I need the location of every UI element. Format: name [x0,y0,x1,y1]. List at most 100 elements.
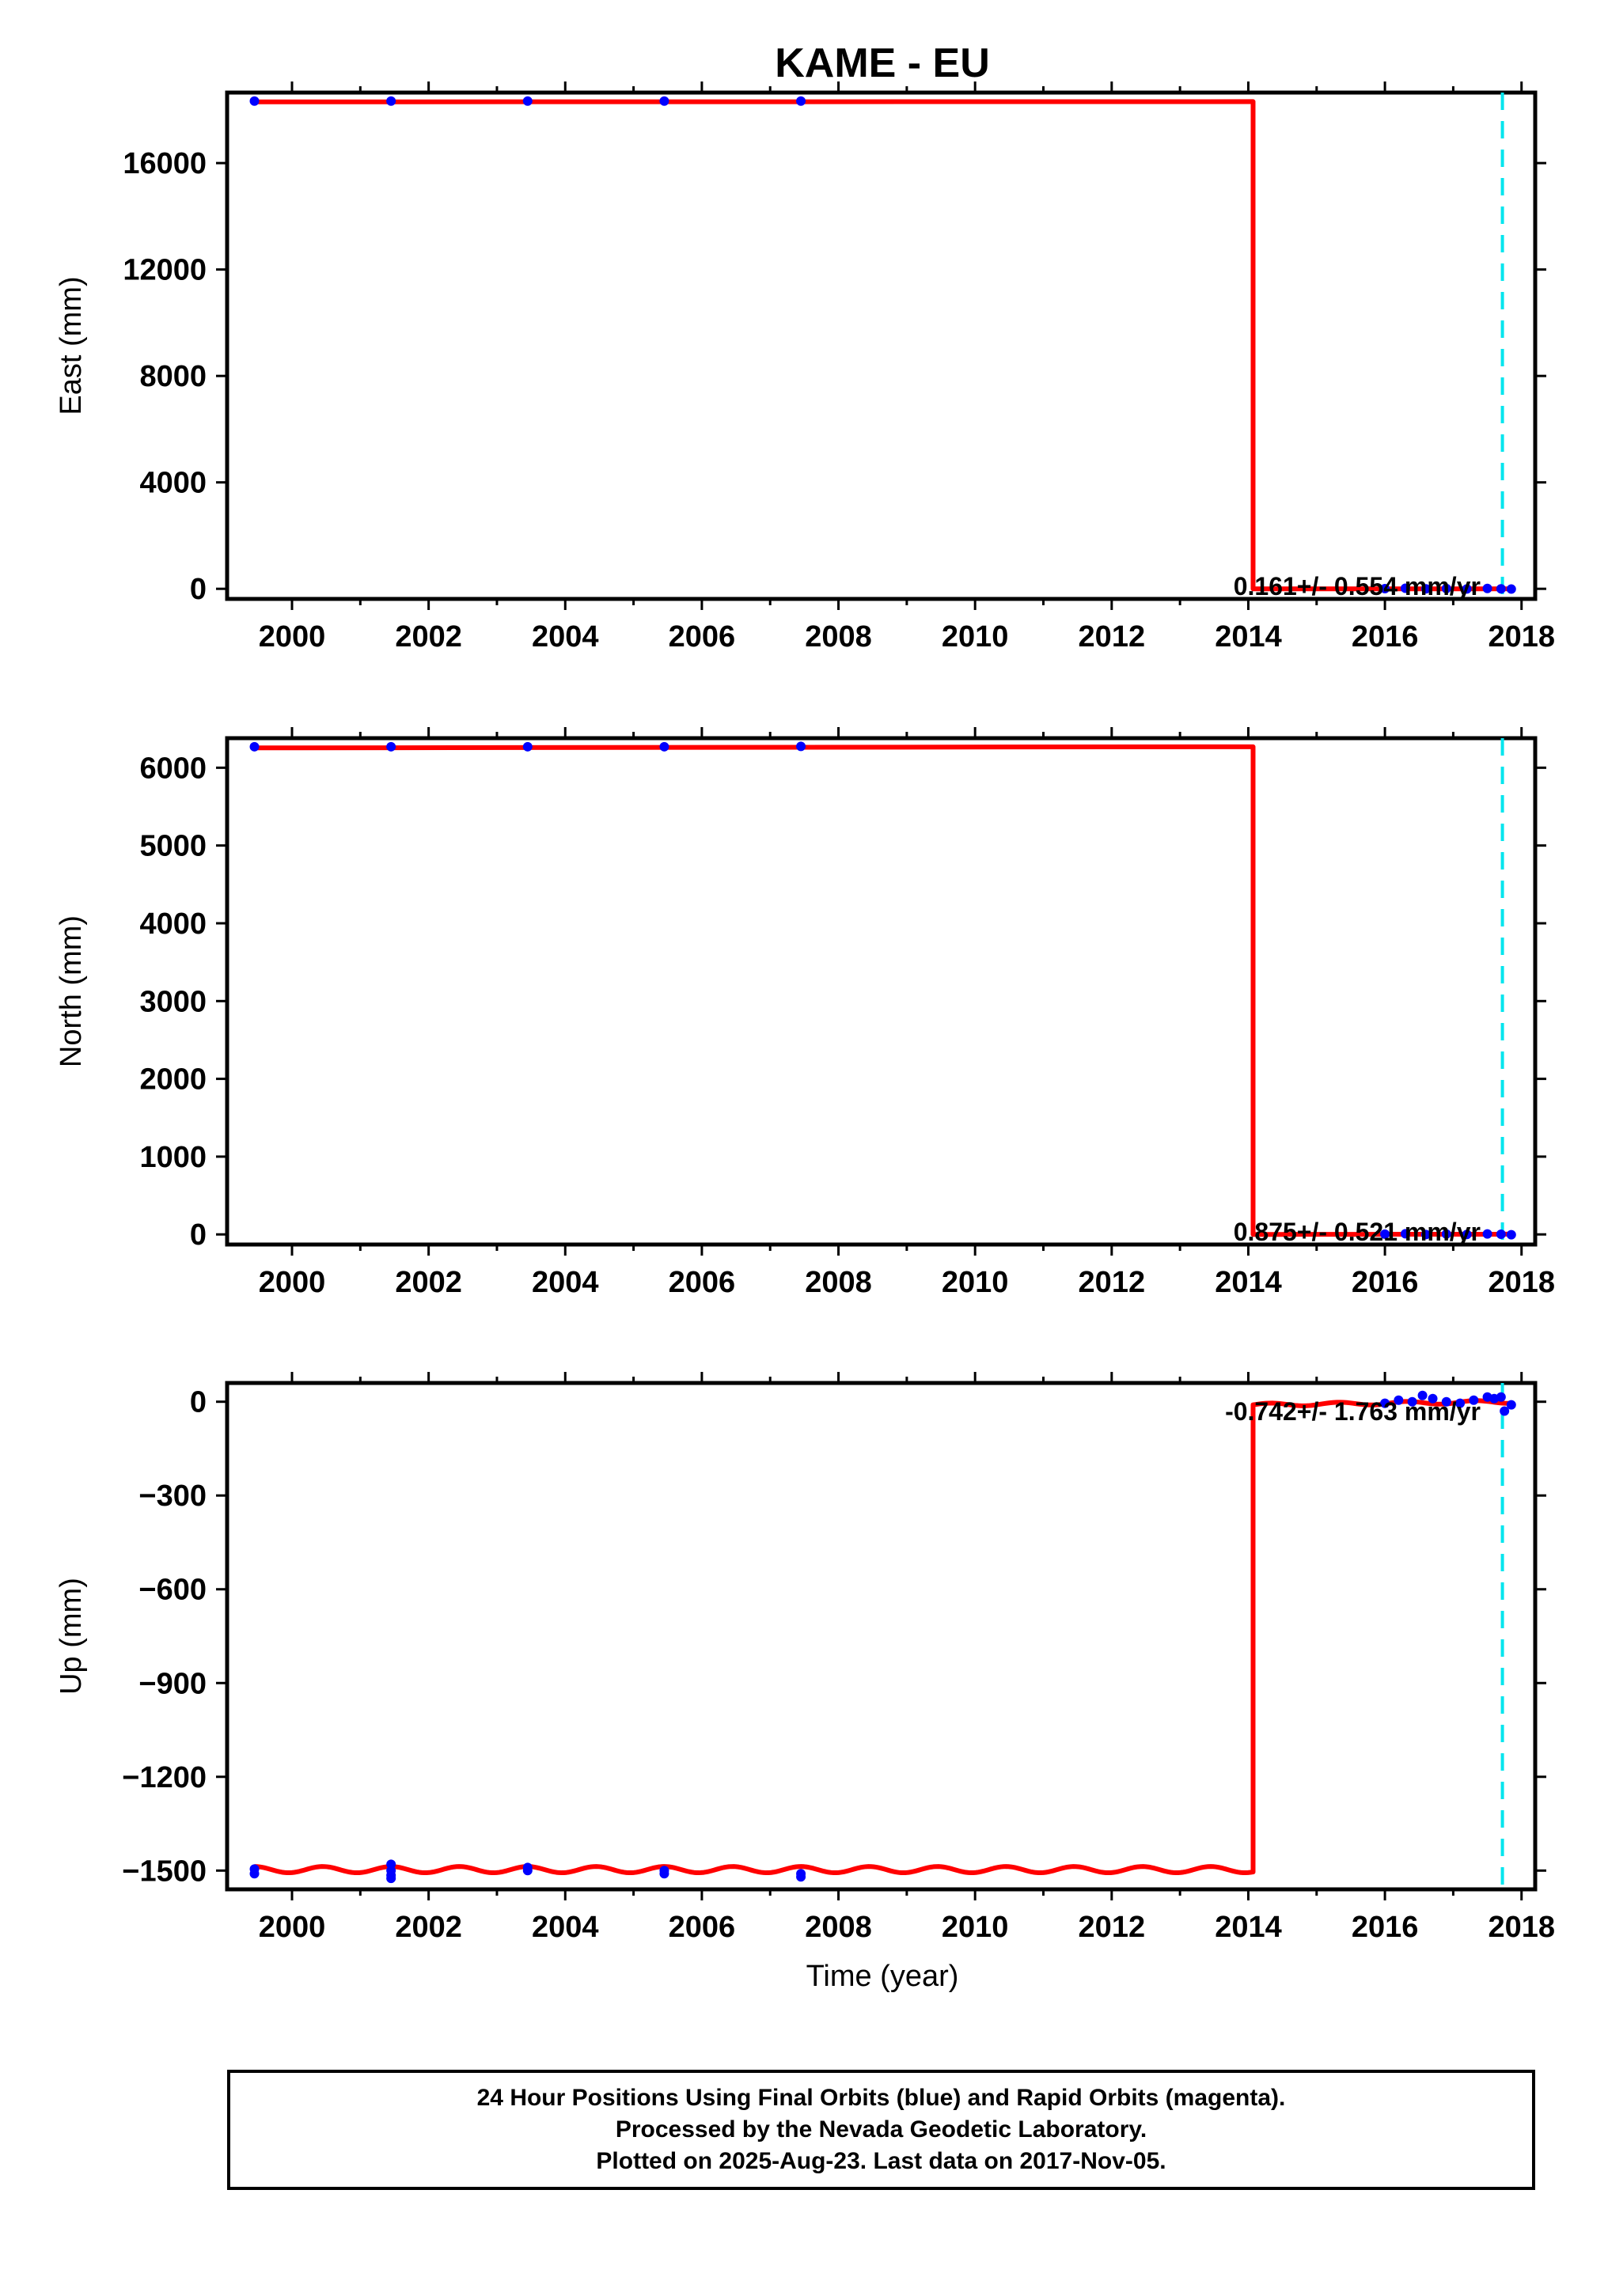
y-tick-label: −1200 [122,1761,207,1794]
data-point [522,741,533,752]
footer-line-processor: Processed by the Nevada Geodetic Laborat… [615,2116,1147,2143]
x-tick-label: 2010 [942,1911,1009,1944]
data-point [659,96,669,106]
y-tick-label: 0 [190,573,207,606]
data-point [1455,1398,1466,1408]
chart-panels: 2000 2002 2004 2006 2008 2010 2012 2014 2016 2018… [55,81,1555,1944]
panel-east: 2000 2002 2004 2006 2008 2010 2012 2014 2016 2018… [55,81,1555,654]
data-point [1407,1396,1417,1407]
data-point [1506,1400,1516,1410]
x-tick-label: 2010 [942,1266,1009,1299]
data-point [386,1874,396,1884]
x-tick-label: 2002 [395,620,462,654]
x-tick-label: 2012 [1079,1911,1146,1944]
data-point [796,1872,806,1882]
y-tick-label: 5000 [139,830,207,863]
plot-frame [225,736,1538,1247]
x-tick-label: 2014 [1215,1266,1282,1299]
data-point [1400,583,1410,593]
data-point [1496,1392,1506,1402]
footer-info-box: 24 Hour Positions Using Final Orbits (bl… [227,2070,1535,2190]
data-point [249,96,260,106]
data-point [1506,1229,1516,1240]
data-point [1380,1398,1390,1408]
y-axis-label: North (mm) [55,915,88,1067]
x-tick-label: 2006 [669,1911,736,1944]
y-tick-label: −600 [138,1574,207,1607]
y-tick-label: −300 [138,1480,207,1513]
footer-line-dates: Plotted on 2025-Aug-23. Last data on 201… [596,2148,1166,2174]
data-point [1417,1390,1428,1400]
data-point [1400,1229,1410,1239]
velocity-annotation: 0.875+/- 0.521 mm/yr [1234,1218,1481,1246]
y-tick-label: 4000 [139,467,207,500]
panel-north: 2000 2002 2004 2006 2008 2010 2012 2014 2016 2018… [55,727,1555,1299]
x-tick-label: 2002 [395,1911,462,1944]
x-tick-label: 2018 [1488,1911,1555,1944]
data-point [386,96,396,106]
y-tick-label: 0 [190,1218,207,1252]
velocity-annotation: 0.161+/- 0.554 mm/yr [1234,572,1481,601]
data-point [1428,1393,1438,1404]
footer-line-orbits: 24 Hour Positions Using Final Orbits (bl… [476,2085,1286,2111]
data-point [1380,1229,1390,1239]
x-tick-label: 2004 [532,1911,599,1944]
y-tick-label: 8000 [139,360,207,393]
data-point [1441,1229,1451,1239]
x-tick-label: 2016 [1352,1911,1419,1944]
data-point [522,1866,533,1876]
data-point [1482,1229,1492,1239]
data-point [249,741,260,752]
y-tick-label: −900 [138,1667,207,1700]
x-tick-label: 2002 [395,1266,462,1299]
x-tick-label: 2008 [805,1266,872,1299]
y-axis-label: Up (mm) [55,1578,88,1695]
x-tick-label: 2018 [1488,1266,1555,1299]
data-point [659,1869,669,1879]
y-tick-label: −1500 [122,1855,207,1888]
x-tick-label: 2006 [669,1266,736,1299]
y-tick-label: 3000 [139,985,207,1018]
data-point [1420,1229,1431,1240]
x-tick-label: 2014 [1215,1911,1282,1944]
x-tick-label: 2014 [1215,620,1282,654]
y-axis-label: East (mm) [55,276,88,415]
data-point [1420,584,1431,594]
data-point [1506,584,1516,594]
data-point [1469,1395,1479,1405]
figure-title: KAME - EU [775,40,990,86]
y-tick-label: 0 [190,1386,207,1419]
x-tick-label: 2006 [669,620,736,654]
data-point [249,1869,260,1879]
data-point [522,96,533,106]
panel-up: 2000 2002 2004 2006 2008 2010 2012 2014 2016 2018… [55,1372,1555,1944]
x-tick-label: 2016 [1352,620,1419,654]
y-tick-label: 2000 [139,1063,207,1097]
x-tick-label: 2004 [532,620,599,654]
y-tick-label: 16000 [123,147,207,180]
data-point [1500,1406,1510,1416]
plot-frame [225,90,1538,601]
x-tick-label: 2004 [532,1266,599,1299]
y-tick-label: 6000 [139,752,207,785]
data-point [1496,584,1506,594]
data-point [1482,583,1492,593]
x-tick-label: 2016 [1352,1266,1419,1299]
x-axis-label: Time (year) [806,1960,959,1993]
data-point [796,741,806,752]
data-point [1380,584,1390,594]
x-tick-label: 2018 [1488,620,1555,654]
x-tick-label: 2012 [1079,620,1146,654]
plot-frame [225,1381,1538,1892]
x-tick-label: 2008 [805,620,872,654]
x-tick-label: 2008 [805,1911,872,1944]
data-point [1441,583,1451,593]
y-tick-label: 1000 [139,1141,207,1174]
data-point [1394,1395,1404,1405]
data-point [659,741,669,752]
model-fit-line [254,744,1511,1237]
velocity-annotation: -0.742+/- 1.763 mm/yr [1225,1397,1481,1426]
x-tick-label: 2000 [259,620,326,654]
x-tick-label: 2000 [259,1911,326,1944]
x-tick-label: 2000 [259,1266,326,1299]
